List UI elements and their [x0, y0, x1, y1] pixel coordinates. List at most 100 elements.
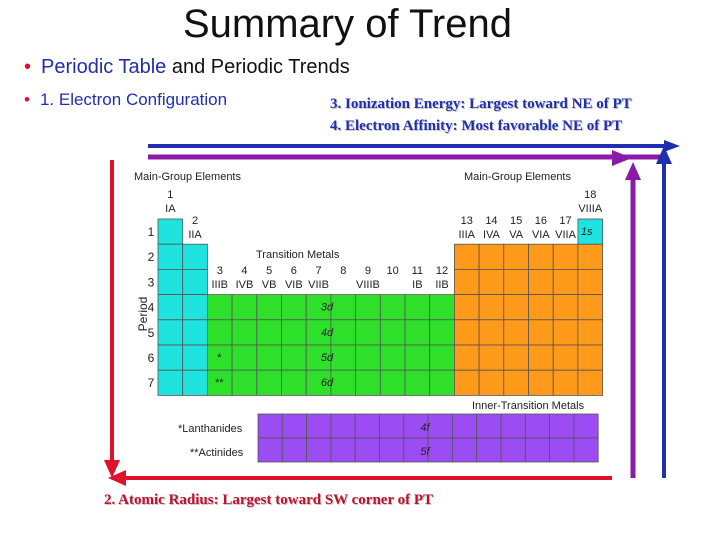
block-label-5f: 5f — [420, 446, 430, 458]
bullet-text: and Periodic Trends — [171, 56, 350, 78]
f-block-cell — [403, 413, 429, 439]
block-label-1s: 1s — [581, 226, 593, 238]
p-block-cell — [453, 369, 480, 396]
d-block-cell — [330, 294, 356, 321]
d-block-cell — [355, 369, 381, 396]
f-block-cell — [306, 413, 332, 439]
d-block-cell — [429, 319, 455, 346]
group-number: 13 — [461, 215, 473, 227]
group-number: 1 — [167, 189, 173, 201]
d-block-cell — [256, 319, 282, 346]
p-block-cell — [478, 294, 505, 321]
d-block-cell — [429, 369, 455, 396]
s-block-cell — [182, 294, 208, 321]
p-block-cell — [453, 243, 480, 270]
p-block-cell — [503, 294, 529, 321]
group-roman: IIB — [435, 279, 448, 291]
d-block-cell — [379, 369, 406, 396]
period-number: 1 — [148, 225, 155, 239]
bullet-dot-icon: • — [24, 56, 32, 78]
group-roman: VIIB — [308, 279, 329, 291]
d-block-cell — [231, 319, 258, 346]
group-number: 7 — [315, 265, 321, 277]
p-block-cell — [528, 243, 554, 270]
f-block-cell — [306, 437, 332, 463]
group-roman: IIIA — [458, 229, 475, 241]
f-block-cell — [330, 437, 356, 463]
d-block-cell — [330, 344, 356, 371]
block-label-d: 4d — [321, 327, 334, 339]
s-block-cell — [182, 344, 208, 371]
d-block-cell — [330, 319, 356, 346]
group-number: 12 — [436, 265, 448, 277]
f-block-cell — [549, 437, 575, 463]
group-roman: VIIIB — [356, 279, 380, 291]
d-block-cell — [404, 294, 431, 321]
s-block-cell — [157, 344, 184, 371]
bullet-dot-icon: • — [24, 90, 30, 109]
group-roman: VIA — [532, 229, 550, 241]
f-block-cell — [476, 413, 502, 439]
d-block-cell — [231, 294, 258, 321]
arrow-head-icon — [664, 140, 680, 152]
p-block-cell — [453, 294, 480, 321]
main-group-right-heading: Main-Group Elements — [464, 171, 571, 183]
p-block-cell — [478, 243, 505, 270]
p-block-cell — [503, 369, 529, 396]
group-roman: IIIB — [211, 279, 228, 291]
lanthanides-label: *Lanthanides — [178, 423, 243, 435]
f-block-cell — [257, 413, 283, 439]
p-block-cell — [552, 319, 579, 346]
arrow-head-icon — [625, 162, 641, 180]
p-block-cell — [552, 369, 579, 396]
p-block-cell — [453, 344, 480, 371]
f-block-cell — [281, 413, 307, 439]
p-block-cell — [552, 344, 579, 371]
p-block-cell — [503, 319, 529, 346]
p-block-cell — [528, 319, 554, 346]
d-block-cell — [231, 344, 258, 371]
p-block-cell — [528, 268, 554, 295]
inner-transition-heading: Inner-Transition Metals — [472, 400, 585, 412]
block-label-d: 3d — [321, 302, 334, 314]
d-block-cell — [355, 294, 381, 321]
d-block-cell — [355, 319, 381, 346]
d-block-cell — [379, 319, 406, 346]
p-block-cell — [577, 319, 604, 346]
group-number: 2 — [192, 215, 198, 227]
actinides-label: **Actinides — [190, 447, 244, 459]
d-block-cell — [429, 294, 455, 321]
group-roman: IA — [165, 203, 176, 215]
group-number: 15 — [510, 215, 522, 227]
s-block-cell — [157, 268, 184, 295]
f-block-cell — [427, 413, 453, 439]
s-block-cell — [182, 369, 208, 396]
group-roman: VIIA — [555, 229, 576, 241]
s-block-cell — [157, 294, 184, 321]
group-number: 6 — [291, 265, 297, 277]
main-group-left-heading: Main-Group Elements — [134, 171, 241, 183]
s-block-cell — [157, 218, 184, 245]
f-block-cell — [573, 437, 599, 463]
group-number: 17 — [559, 215, 571, 227]
p-block-cell — [478, 344, 505, 371]
d-block-cell — [404, 344, 431, 371]
p-block-cell — [478, 319, 505, 346]
f-block-cell — [451, 437, 478, 463]
p-block-cell — [577, 369, 604, 396]
s-block-cell — [182, 319, 208, 346]
f-block-cell — [476, 437, 502, 463]
s-block-cell — [182, 268, 208, 295]
period-number: 2 — [148, 250, 155, 264]
f-block-cell — [379, 437, 405, 463]
p-block-cell — [552, 294, 579, 321]
page-title: Summary of Trend — [182, 2, 512, 46]
group-number: 5 — [266, 265, 272, 277]
p-block-cell — [453, 319, 480, 346]
group-number: 9 — [365, 265, 371, 277]
f-block-cell — [403, 437, 429, 463]
group-roman: VIIIA — [578, 203, 603, 215]
group-number: 10 — [387, 265, 399, 277]
group-roman: VA — [509, 229, 524, 241]
bullet-electron-configuration: • 1. Electron Configuration — [24, 90, 227, 110]
